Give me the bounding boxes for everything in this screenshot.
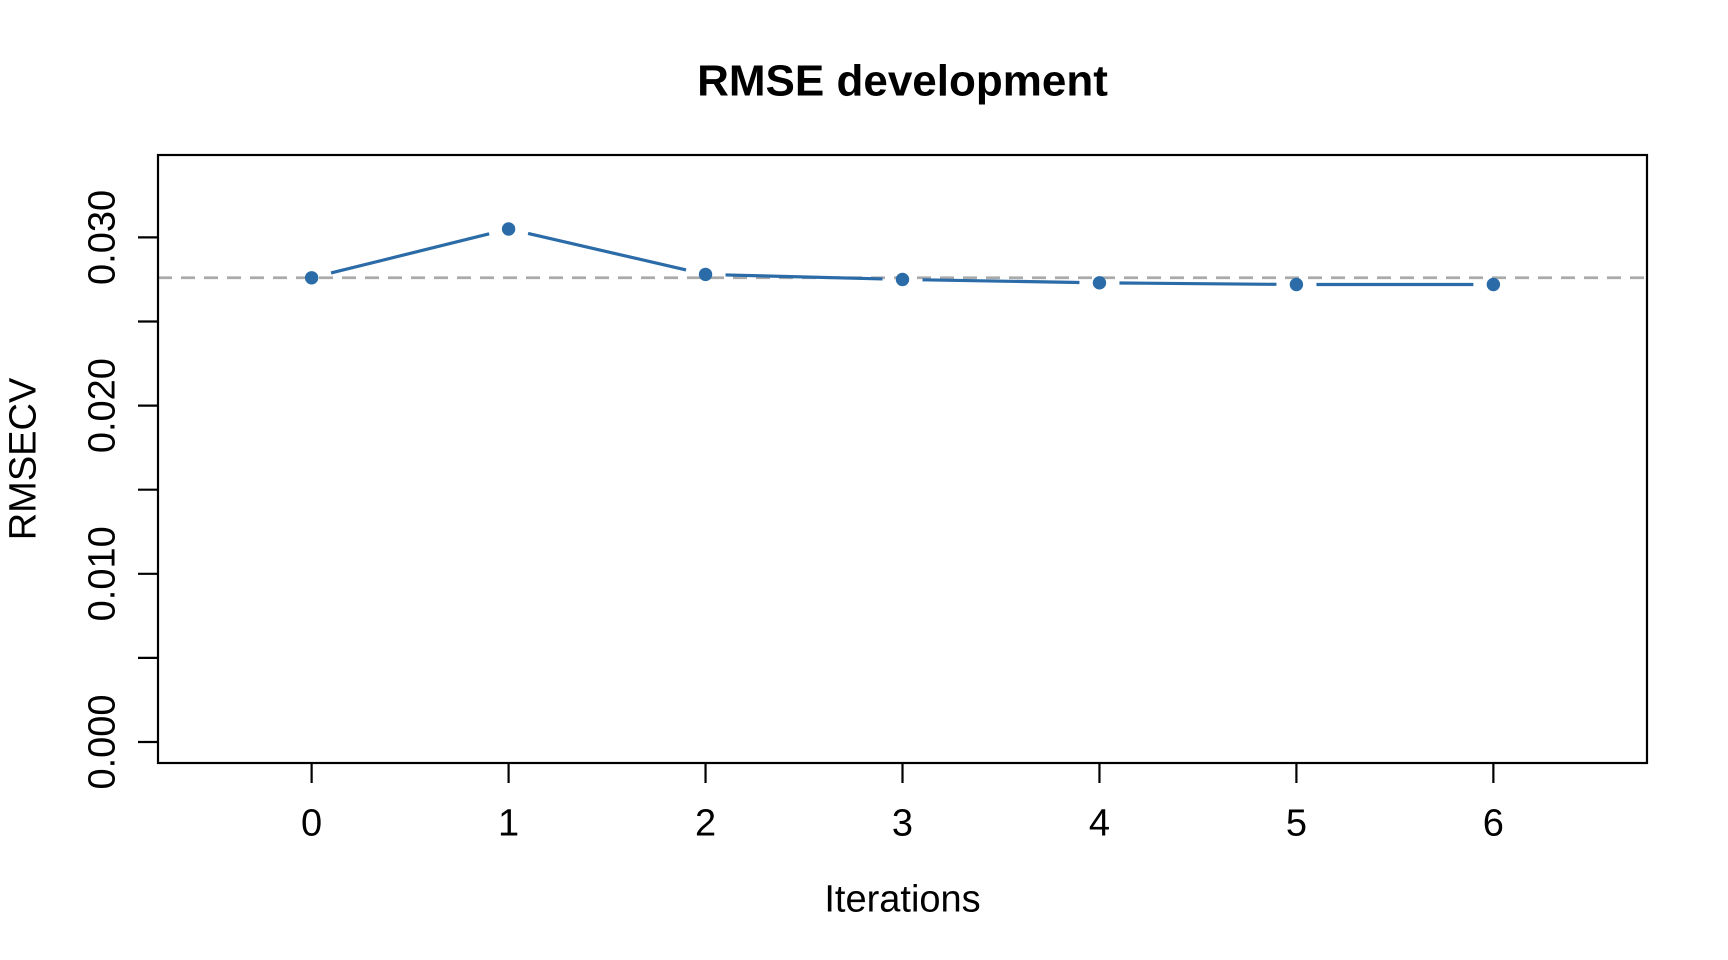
y-axis-title: RMSECV: [2, 377, 44, 540]
data-point: [895, 272, 910, 287]
series-line-segment: [1119, 281, 1277, 286]
x-axis-tick-label: 3: [892, 802, 913, 844]
x-axis-title: Iterations: [824, 878, 980, 920]
x-axis-tick-label: 4: [1089, 802, 1110, 844]
data-point: [698, 267, 713, 282]
data-point: [501, 222, 516, 236]
data-point: [1486, 277, 1501, 292]
series-line-segment: [330, 232, 490, 275]
x-axis-tick-label: 2: [695, 802, 716, 844]
plot-box: [156, 153, 1649, 765]
series-line-segment: [725, 273, 883, 281]
x-axis-tick-label: 5: [1286, 802, 1307, 844]
data-point: [304, 271, 319, 285]
y-axis-tick-label: 0.010: [81, 526, 123, 621]
x-axis-tick-label: 6: [1483, 802, 1504, 844]
y-axis-tick-label: 0.000: [81, 694, 123, 789]
y-axis-tick-label: 0.030: [81, 190, 123, 285]
x-axis-tick-label: 1: [498, 802, 519, 844]
series-line-segment: [922, 278, 1080, 285]
y-axis-tick-label: 0.020: [81, 358, 123, 453]
series-line-segment: [527, 231, 687, 272]
data-point: [1092, 276, 1107, 290]
x-axis-tick-label: 0: [301, 802, 322, 844]
chart-title: RMSE development: [697, 56, 1108, 105]
data-point: [1289, 277, 1304, 292]
